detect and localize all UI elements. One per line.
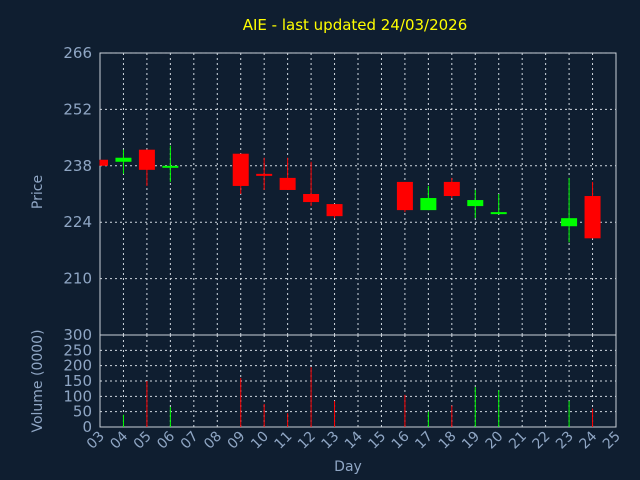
candle-body [420, 198, 437, 211]
candle-body [256, 173, 273, 176]
price-axis-label: Price [30, 175, 46, 209]
volume-axis-label: Volume (0000) [30, 329, 46, 432]
candle-body [115, 157, 132, 162]
x-tick-label: 08 [201, 429, 225, 453]
x-tick-label: 10 [248, 429, 272, 453]
candle-body [396, 181, 413, 211]
x-axis: 03 04 05 06 07 08 09 10 11 12 13 14 15 16 17 18 19 20 21 22… [84, 428, 624, 452]
x-tick-label: 14 [342, 428, 366, 452]
price-tick-label: 238 [63, 157, 92, 175]
x-tick-label: 23 [553, 429, 577, 453]
volume-tick-label: 150 [63, 372, 92, 390]
x-tick-label: 06 [154, 428, 178, 452]
candle-body [467, 200, 484, 207]
volume-tick-label: 200 [63, 357, 92, 375]
x-tick-label: 16 [389, 428, 413, 452]
candle-body [303, 194, 320, 203]
price-tick-label: 210 [63, 270, 92, 288]
volume-tick-label: 50 [73, 403, 92, 421]
x-tick-label: 15 [365, 429, 389, 453]
candle-body [232, 153, 249, 186]
candle-body [490, 212, 507, 215]
x-tick-label: 18 [436, 429, 460, 453]
x-tick-label: 12 [295, 429, 319, 453]
volume-tick-label: 0 [82, 418, 92, 436]
price-tick-label: 224 [63, 213, 92, 231]
candle-body [100, 159, 108, 166]
x-tick-label: 07 [178, 429, 202, 453]
x-tick-label: 17 [412, 429, 436, 453]
price-panel: 266 252 238 224 210 [63, 44, 617, 336]
x-tick-label: 04 [107, 428, 131, 452]
volume-tick-label: 100 [63, 387, 92, 405]
candle-body [326, 204, 343, 217]
x-tick-label: 20 [483, 429, 507, 453]
x-tick-label: 13 [318, 429, 342, 453]
chart-title: AIE - last updated 24/03/2026 [243, 16, 468, 34]
price-tick-label: 266 [63, 44, 92, 62]
candle-body [279, 177, 296, 190]
candle-body [584, 196, 601, 239]
x-tick-label: 24 [576, 428, 600, 452]
candle-body [561, 218, 578, 227]
x-tick-label: 11 [272, 429, 296, 453]
volume-tick-label: 250 [63, 341, 92, 359]
x-axis-label: Day [334, 459, 362, 475]
candle-body [138, 149, 155, 170]
candle-body [162, 165, 179, 168]
candle-body [443, 181, 460, 197]
x-tick-label: 25 [600, 429, 624, 453]
x-tick-label: 09 [225, 429, 249, 453]
x-tick-label: 22 [530, 429, 554, 453]
x-tick-label: 05 [131, 429, 155, 453]
volume-tick-label: 300 [63, 326, 92, 344]
x-tick-label: 21 [506, 429, 530, 453]
price-tick-label: 252 [63, 100, 92, 118]
x-tick-label: 19 [459, 429, 483, 453]
